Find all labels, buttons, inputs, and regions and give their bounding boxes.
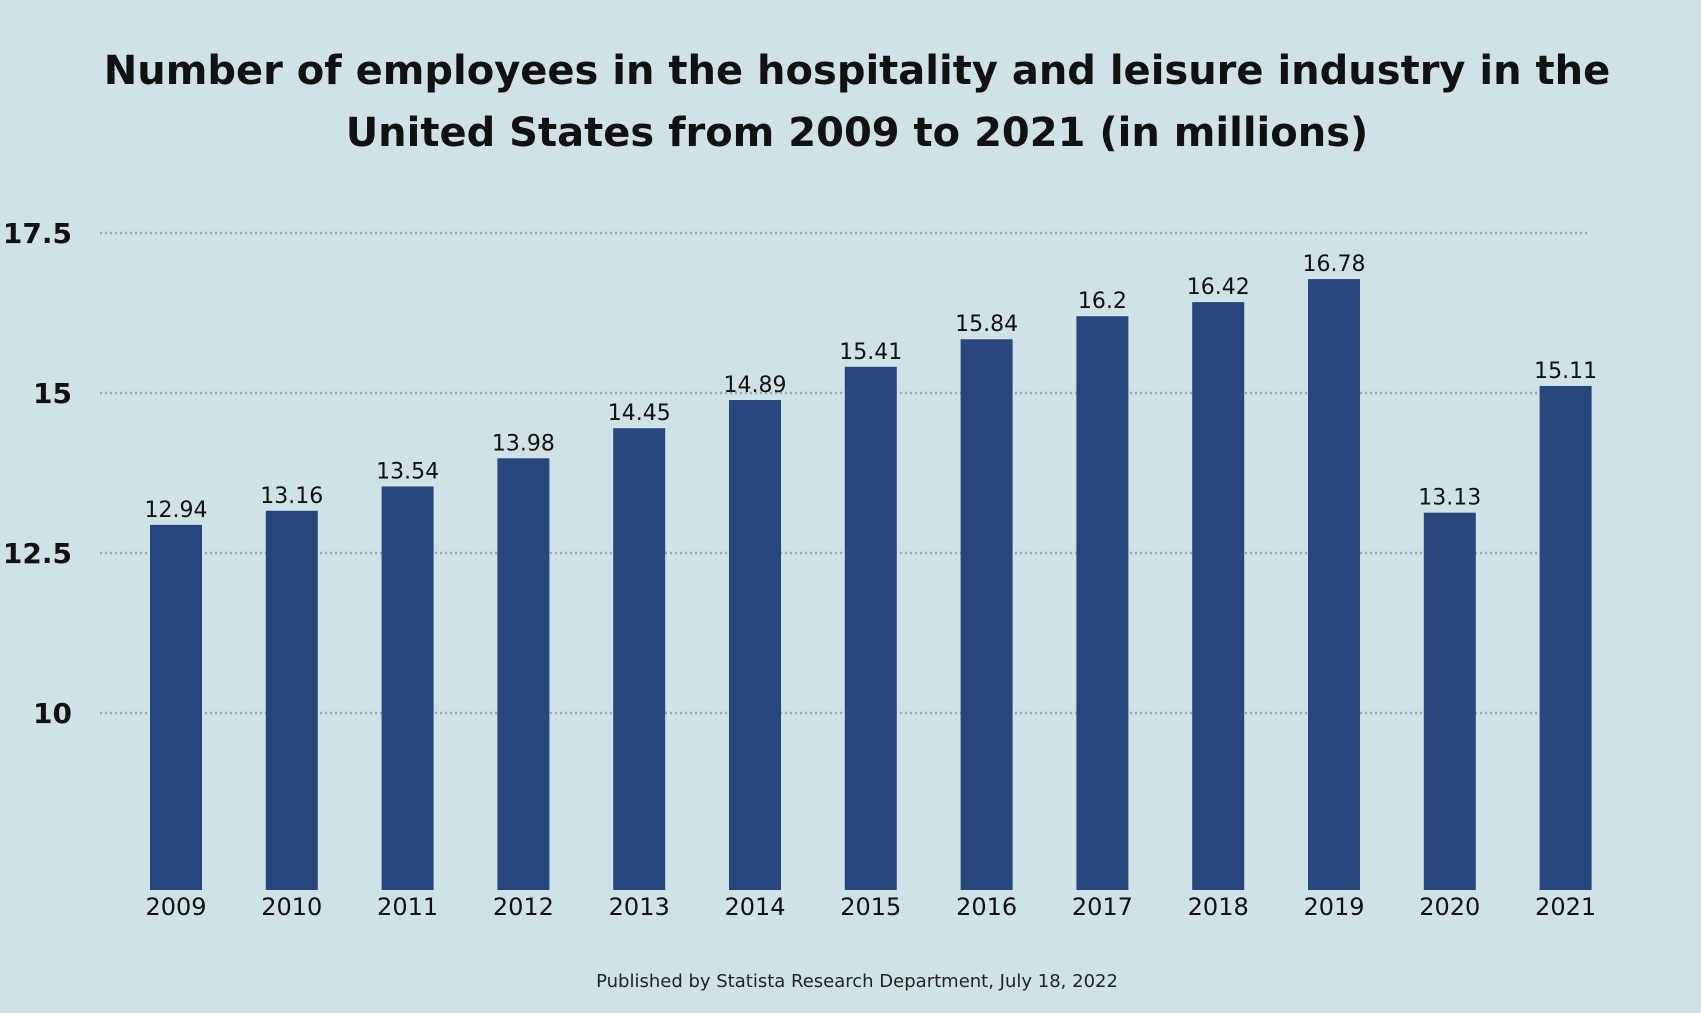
bar: [1539, 385, 1592, 890]
value-label: 12.94: [145, 498, 208, 523]
bar: [150, 524, 202, 890]
chart-title-line-1: Number of employees in the hospitality a…: [103, 48, 1611, 94]
y-tick-label: 12.5: [3, 537, 72, 570]
x-tick-label: 2010: [261, 893, 322, 921]
value-label: 13.98: [492, 431, 555, 456]
source-footer: Published by Statista Research Departmen…: [596, 971, 1118, 992]
bars: [150, 279, 1592, 891]
bar: [1192, 302, 1245, 890]
bar: [1308, 279, 1360, 891]
value-label: 14.45: [608, 401, 671, 426]
x-tick-label: 2013: [609, 893, 670, 921]
bar: [844, 366, 897, 890]
x-tick-label: 2017: [1072, 893, 1133, 921]
value-label: 15.11: [1534, 359, 1597, 384]
x-tick-label: 2018: [1188, 893, 1249, 921]
x-axis-tick-labels: 2009 2010 2011 2012 2013 2014 2015 2016 2017 2018…: [145, 893, 1596, 921]
value-label: 13.13: [1418, 486, 1481, 511]
x-tick-label: 2014: [724, 893, 785, 921]
chart-title: Number of employees in the hospitality a…: [0, 40, 1701, 164]
value-label: 16.78: [1303, 252, 1366, 277]
bar: [497, 458, 550, 890]
value-label: 14.89: [724, 373, 787, 398]
y-axis-tick-labels: 10 12.5 15 17.5: [3, 217, 72, 730]
x-tick-label: 2015: [840, 893, 901, 921]
y-tick-label: 10: [33, 697, 72, 730]
x-tick-label: 2019: [1303, 893, 1364, 921]
value-label: 16.42: [1187, 275, 1250, 300]
bar: [1076, 316, 1129, 890]
chart-title-line-2: United States from 2009 to 2021 (in mill…: [345, 110, 1369, 156]
value-label: 15.84: [955, 312, 1018, 337]
y-tick-label: 17.5: [3, 217, 72, 250]
x-tick-label: 2012: [493, 893, 554, 921]
gridlines: [100, 231, 1588, 715]
y-tick-label: 15: [33, 377, 72, 410]
bar: [381, 486, 434, 890]
bar: [729, 400, 781, 890]
x-tick-label: 2021: [1535, 893, 1596, 921]
value-label: 16.2: [1078, 289, 1127, 314]
bar: [613, 428, 666, 890]
value-labels: 12.94 13.16 13.54 13.98 14.45 14.89 15.41 15.84…: [145, 252, 1598, 523]
x-tick-label: 2016: [956, 893, 1017, 921]
value-label: 13.16: [260, 484, 323, 509]
bar: [265, 510, 318, 890]
value-label: 13.54: [376, 459, 439, 484]
bar: [1423, 512, 1476, 890]
value-label: 15.41: [839, 340, 902, 365]
bar: [960, 339, 1013, 890]
x-tick-label: 2011: [377, 893, 438, 921]
x-tick-label: 2020: [1419, 893, 1480, 921]
x-tick-label: 2009: [145, 893, 206, 921]
